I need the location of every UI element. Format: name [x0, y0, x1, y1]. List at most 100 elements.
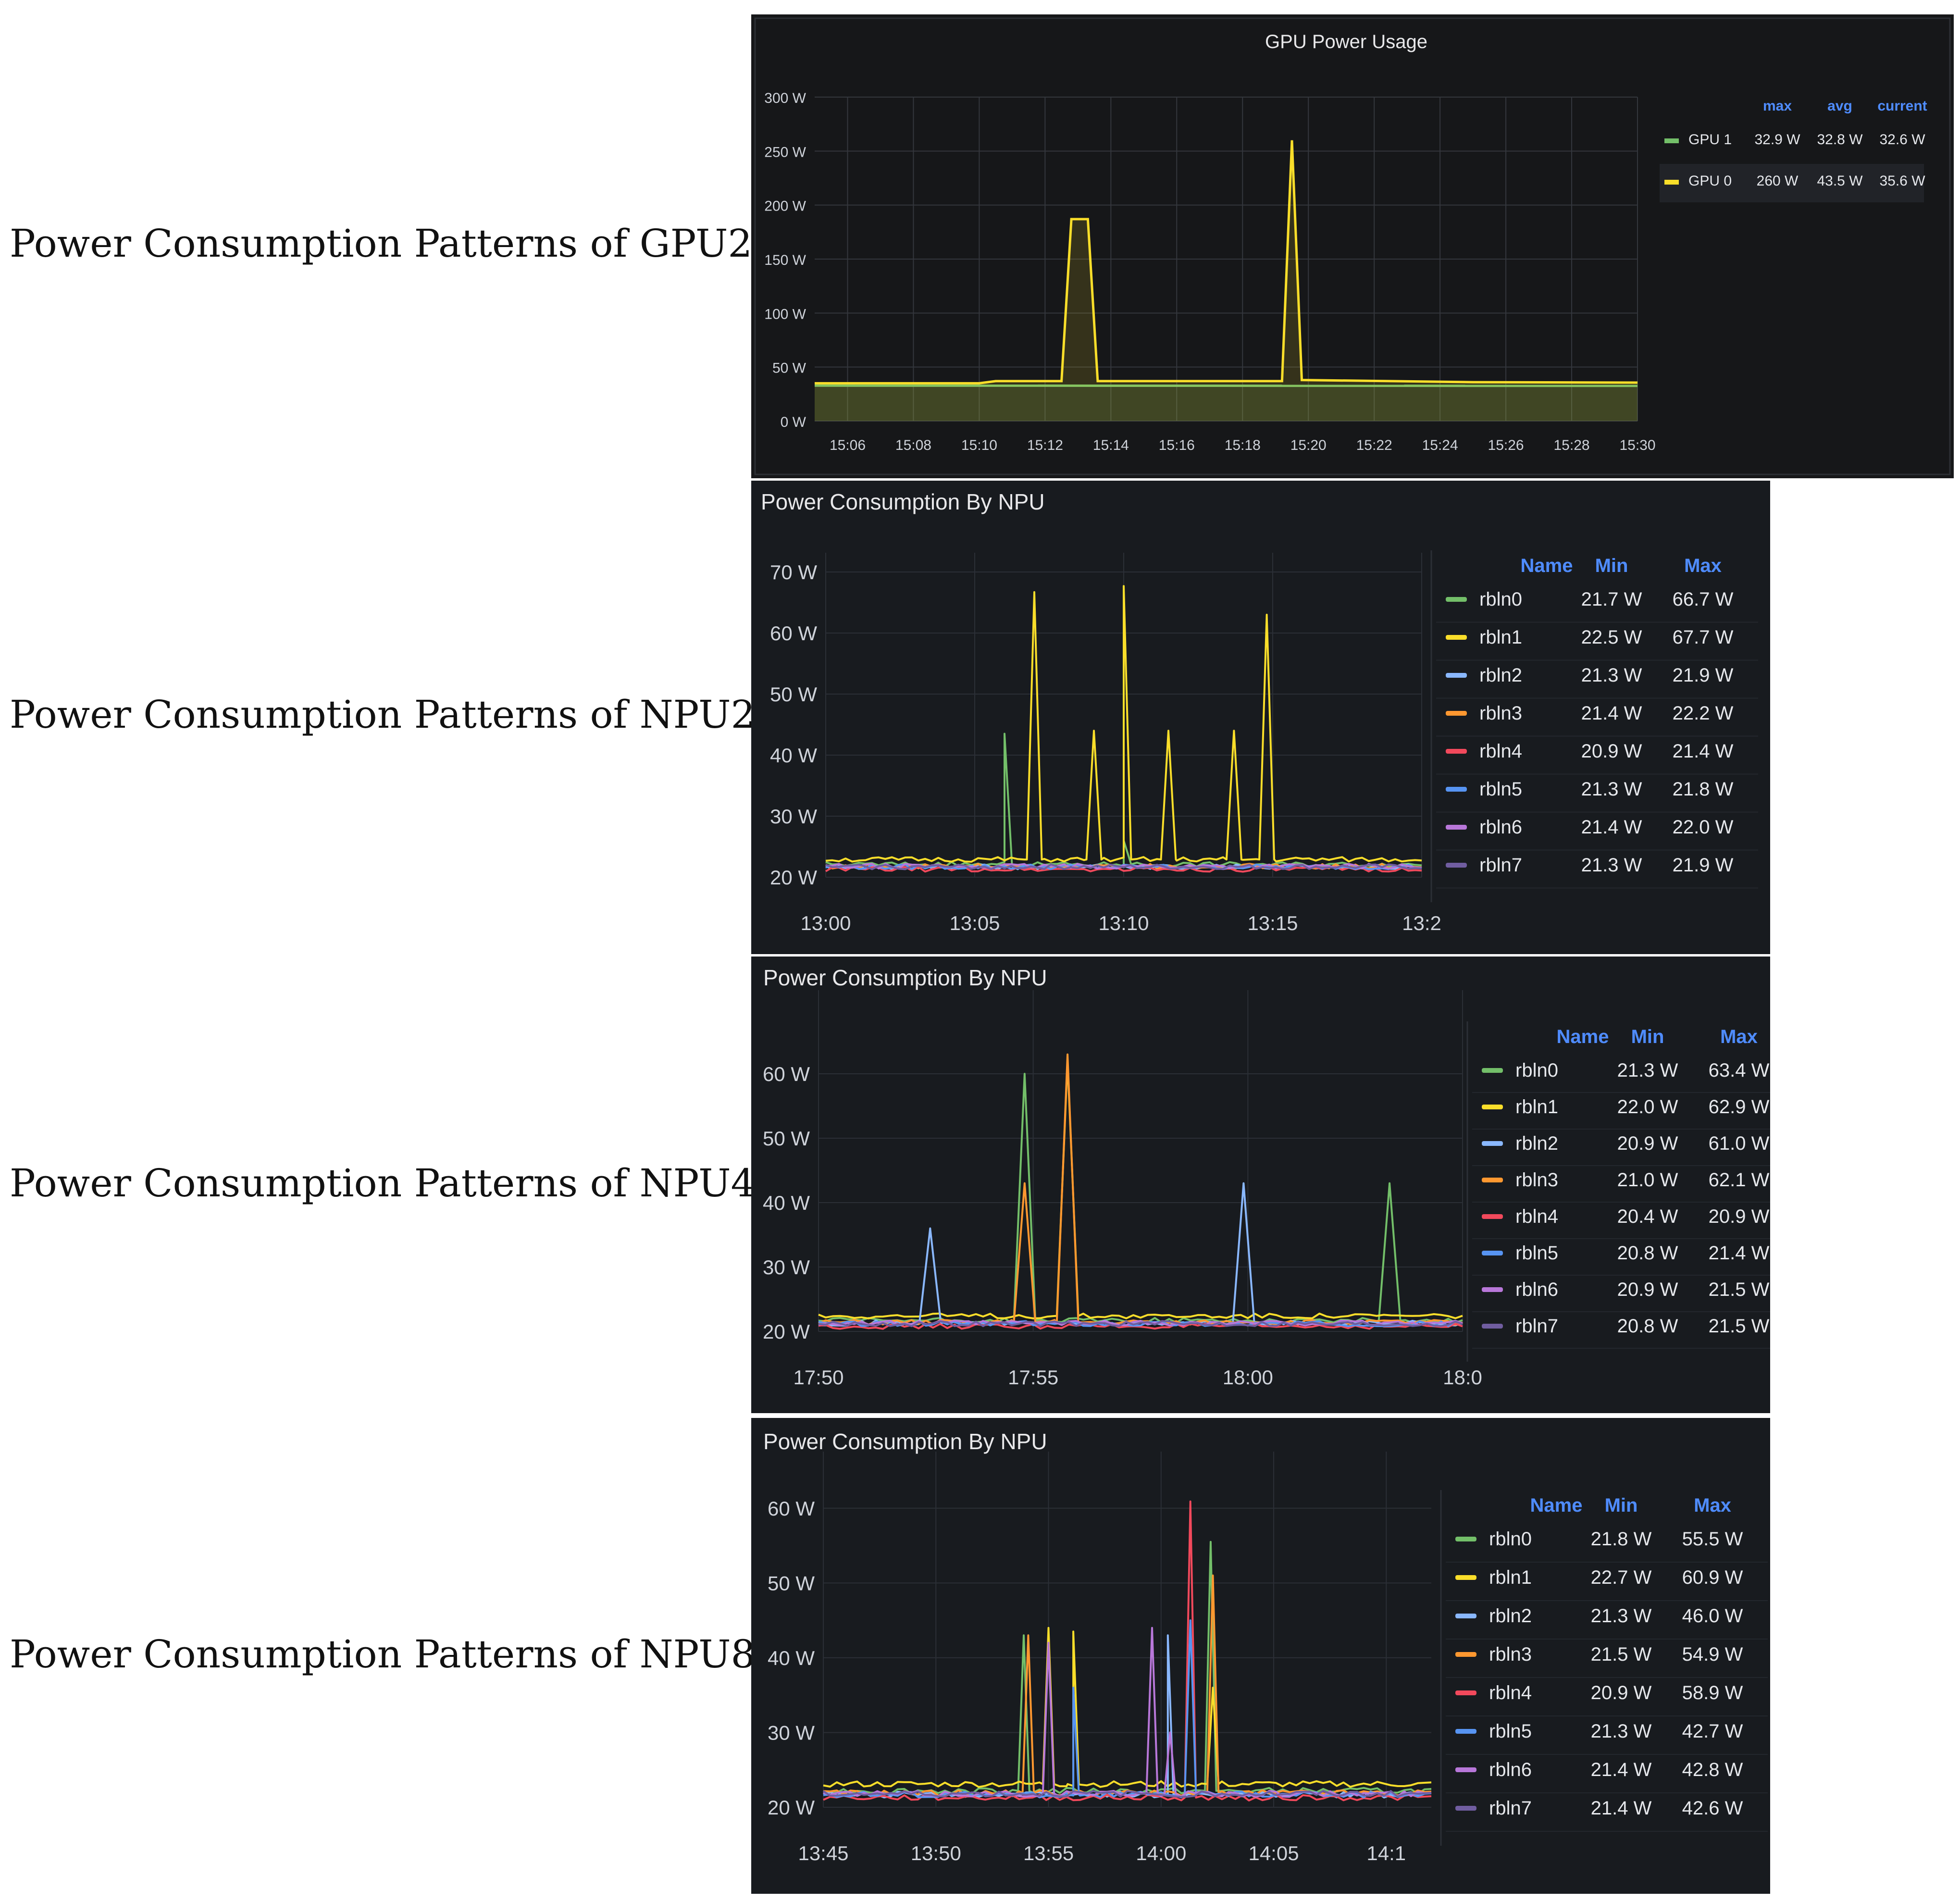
y-tick-label: 200 W — [764, 199, 806, 214]
legend-min: 22.0 W — [1617, 1096, 1678, 1118]
legend-swatch — [1446, 749, 1467, 754]
legend-min: 21.0 W — [1617, 1169, 1678, 1191]
x-tick-label: 13:50 — [911, 1842, 961, 1864]
legend-swatch — [1455, 1575, 1476, 1580]
gpu-power-usage-panel: GPU Power Usage 300 W 250 W 200 W 150 W 100 W… — [751, 14, 1954, 478]
legend-current: 32.6 W — [1879, 132, 1925, 148]
legend-min: 21.3 W — [1591, 1721, 1652, 1742]
series-line-gpu-0 — [815, 140, 1638, 385]
legend-max: 62.1 W — [1709, 1169, 1770, 1191]
legend-header-min: Min — [1631, 1026, 1664, 1047]
panel-title: Power Consumption By NPU — [763, 965, 1047, 990]
y-tick-label: 20 W — [763, 1320, 810, 1343]
y-tick-label: 60 W — [763, 1063, 810, 1085]
legend-max: 60.9 W — [1682, 1567, 1743, 1588]
legend-swatch — [1482, 1214, 1503, 1219]
legend-swatch — [1664, 180, 1679, 185]
x-tick-label: 14:00 — [1136, 1842, 1186, 1864]
panel-background — [751, 1418, 1770, 1894]
legend-max: 63.4 W — [1709, 1060, 1770, 1081]
legend-max: 22.2 W — [1673, 703, 1734, 724]
legend-name: rbln3 — [1479, 703, 1522, 724]
y-tick-label: 40 W — [768, 1647, 815, 1669]
panel-title: Power Consumption By NPU — [761, 489, 1045, 514]
legend-min: 21.3 W — [1617, 1060, 1678, 1081]
y-tick-label: 30 W — [770, 805, 817, 828]
legend-swatch — [1455, 1767, 1476, 1772]
legend-header-max: Max — [1684, 555, 1722, 576]
x-tick-label: 13:2 — [1402, 912, 1441, 934]
row-label-gpu2: Power Consumption Patterns of GPU2 — [10, 221, 753, 266]
legend-min: 21.3 W — [1581, 855, 1642, 876]
x-tick-label: 15:28 — [1554, 437, 1590, 453]
legend-name: rbln5 — [1479, 779, 1522, 800]
legend-header-max: Max — [1694, 1495, 1731, 1516]
legend-min: 21.3 W — [1581, 665, 1642, 686]
legend-max: 46.0 W — [1682, 1605, 1743, 1627]
x-tick-label: 18:0 — [1443, 1366, 1482, 1389]
y-tick-label: 150 W — [764, 252, 806, 268]
legend-header-max: Max — [1720, 1026, 1758, 1047]
legend-name: rbln6 — [1479, 817, 1522, 838]
legend-swatch — [1664, 138, 1679, 143]
y-tick-label: 60 W — [770, 622, 817, 645]
legend-min: 20.9 W — [1581, 741, 1642, 762]
npu8-power-panel: Power Consumption By NPU 60 W 50 W 40 W 30 W… — [751, 1418, 1770, 1894]
legend-min: 21.8 W — [1591, 1528, 1652, 1550]
x-tick-label: 18:00 — [1223, 1366, 1273, 1389]
x-tick-label: 13:05 — [949, 912, 1000, 934]
legend-current: 35.6 W — [1879, 173, 1925, 189]
legend-max: 21.5 W — [1709, 1316, 1770, 1337]
legend-min: 22.7 W — [1591, 1567, 1652, 1588]
legend-max: 22.0 W — [1673, 817, 1734, 838]
legend-max: 66.7 W — [1673, 589, 1734, 610]
series-line-rbln1 — [825, 585, 1422, 863]
legend-name: rbln5 — [1489, 1721, 1532, 1742]
legend-swatch — [1482, 1251, 1503, 1255]
series-line-rbln5 — [818, 1320, 1463, 1328]
x-tick-label: 14:05 — [1248, 1842, 1299, 1864]
x-tick-label: 15:14 — [1093, 437, 1129, 453]
legend-min: 21.7 W — [1581, 589, 1642, 610]
legend-swatch — [1446, 673, 1467, 678]
legend-swatch — [1455, 1652, 1476, 1657]
legend-max: 21.9 W — [1673, 855, 1734, 876]
panel-background — [751, 957, 1770, 1413]
legend-name: rbln6 — [1489, 1759, 1532, 1780]
row-label-npu2: Power Consumption Patterns of NPU2 — [10, 692, 756, 737]
x-tick-label: 15:16 — [1159, 437, 1195, 453]
x-tick-label: 13:45 — [798, 1842, 848, 1864]
x-tick-label: 15:26 — [1488, 437, 1524, 453]
npu4-power-panel: Power Consumption By NPU 60 W 50 W 40 W 30 W… — [751, 957, 1770, 1413]
legend-name: rbln3 — [1515, 1169, 1558, 1191]
legend-name: rbln1 — [1515, 1096, 1558, 1118]
y-tick-label: 40 W — [763, 1192, 810, 1214]
legend-header-min: Min — [1595, 555, 1628, 576]
y-tick-label: 250 W — [764, 144, 806, 160]
y-tick-label: 30 W — [768, 1721, 815, 1744]
legend-swatch — [1482, 1068, 1503, 1073]
legend-max: 42.6 W — [1682, 1798, 1743, 1819]
x-tick-label: 15:18 — [1225, 437, 1261, 453]
legend-max: 21.4 W — [1673, 741, 1734, 762]
series-line-rbln7 — [822, 1789, 1432, 1798]
legend-header-min: Min — [1605, 1495, 1638, 1516]
legend-name: rbln2 — [1489, 1605, 1532, 1627]
legend-min: 22.5 W — [1581, 627, 1642, 648]
x-tick-label: 17:50 — [793, 1366, 844, 1389]
legend-header-current: current — [1877, 98, 1927, 114]
legend-swatch — [1455, 1614, 1476, 1618]
legend-min: 21.4 W — [1581, 703, 1642, 724]
legend-swatch — [1446, 787, 1467, 792]
legend-min: 20.9 W — [1617, 1279, 1678, 1300]
x-tick-label: 13:00 — [800, 912, 851, 934]
y-tick-label: 30 W — [763, 1256, 810, 1279]
legend-name: rbln1 — [1489, 1567, 1532, 1588]
x-tick-label: 14:1 — [1366, 1842, 1406, 1864]
legend-max: 61.0 W — [1709, 1133, 1770, 1154]
legend-max: 21.9 W — [1673, 665, 1734, 686]
legend-name: rbln0 — [1489, 1528, 1532, 1550]
legend-name: rbln3 — [1489, 1644, 1532, 1665]
legend-name: rbln7 — [1489, 1798, 1532, 1819]
legend-swatch — [1446, 635, 1467, 640]
